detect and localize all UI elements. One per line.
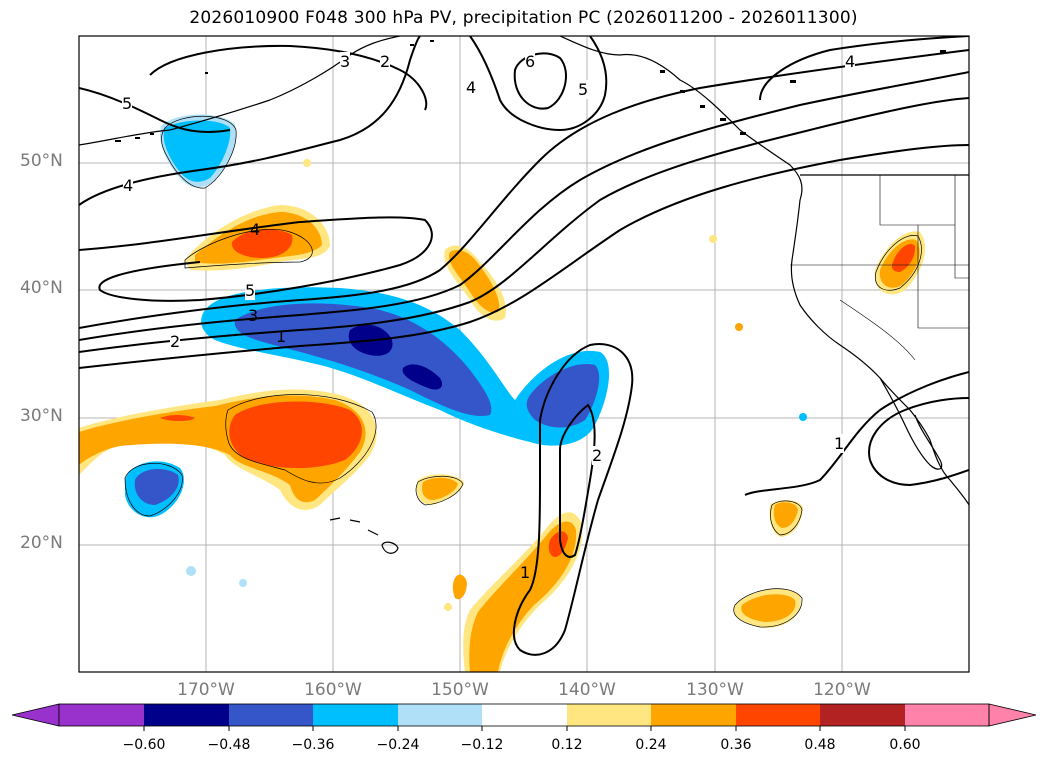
colorbar-swatch (820, 704, 905, 726)
lon-tick-label: 140°W (558, 680, 616, 700)
pv-contours (79, 36, 969, 656)
colorbar-tick-label: 0.60 (889, 737, 921, 753)
colorbar-extend-low (11, 703, 60, 727)
precip-central-red (229, 401, 362, 469)
colorbar-tick-label: 0.36 (720, 737, 752, 753)
precip-blob-small (452, 574, 467, 600)
colorbar-tick-label: −0.60 (122, 737, 166, 753)
colorbar-tick-label: −0.48 (207, 737, 251, 753)
colorbar-swatch (313, 704, 398, 726)
precip-dot (735, 323, 743, 331)
precip-band-inner (234, 303, 492, 416)
colorbar-swatch (736, 704, 820, 726)
precip-dot (303, 159, 311, 167)
colorbar-swatch (651, 704, 736, 726)
precip-dot (239, 579, 247, 587)
precip-dot (709, 235, 717, 243)
precip-blob-hawaii-ne-o (422, 477, 458, 500)
colorbar-swatch (229, 704, 313, 726)
state-borders (790, 175, 969, 361)
colorbar-swatch (905, 704, 989, 726)
colorbar-tick-label: 0.12 (551, 737, 583, 753)
precip-negative-regions (125, 114, 807, 587)
lat-tick-label: 50°N (20, 151, 63, 171)
lon-tick-label: 170°W (177, 680, 235, 700)
precip-central-red2 (160, 415, 195, 421)
precip-positive-regions (79, 159, 925, 672)
lat-tick-label: 20°N (20, 533, 63, 553)
colorbar (11, 703, 1037, 731)
precip-se-o (741, 594, 796, 622)
aleutian-islands (115, 40, 946, 142)
precip-northpac-red (231, 229, 293, 258)
map-frame (78, 35, 970, 673)
colorbar-swatch (144, 704, 229, 726)
precip-band-core2 (402, 364, 443, 390)
precip-aleutian-inner (163, 120, 231, 182)
colorbar-tick-label: −0.36 (291, 737, 335, 753)
colorbar-tick-label: −0.12 (460, 737, 504, 753)
precip-baja-o (773, 502, 798, 528)
colorbar-extend-high (988, 703, 1037, 727)
colorbar-tick-label: −0.24 (376, 737, 420, 753)
precip-westpac-inner (134, 468, 179, 505)
lon-tick-label: 160°W (304, 680, 362, 700)
colorbar-swatch (567, 704, 651, 726)
colorbar-tick-label: 0.48 (804, 737, 836, 753)
precip-plume-orange (469, 521, 577, 672)
lat-tick-label: 40°N (20, 278, 63, 298)
precip-tail-orange (449, 249, 500, 313)
lon-tick-label: 150°W (431, 680, 489, 700)
lon-tick-label: 130°W (686, 680, 744, 700)
precip-dot (444, 603, 452, 611)
precip-dot (186, 566, 196, 576)
colorbar-swatch (59, 704, 144, 726)
lat-tick-label: 30°N (20, 406, 63, 426)
map-title: 2026010900 F048 300 hPa PV, precipitatio… (189, 8, 858, 28)
colorbar-swatch (398, 704, 482, 726)
colorbar-swatch (482, 704, 567, 726)
precip-dot (799, 413, 807, 421)
coastlines (79, 36, 969, 554)
lon-tick-label: 120°W (813, 680, 871, 700)
colorbar-tick-label: 0.24 (635, 737, 667, 753)
